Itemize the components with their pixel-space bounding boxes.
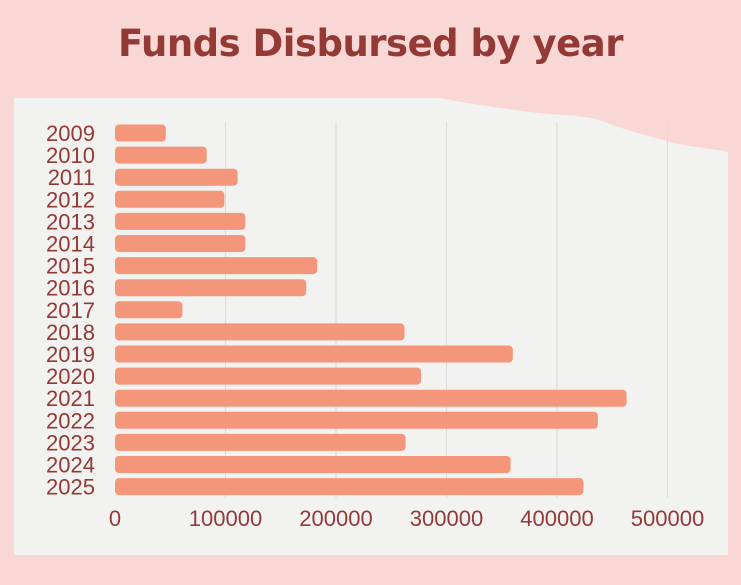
y-tick-label: 2013 xyxy=(46,209,95,234)
chart-title: Funds Disbursed by year xyxy=(118,22,623,65)
x-tick-label: 400000 xyxy=(520,506,593,531)
y-tick-label: 2021 xyxy=(46,386,95,411)
bar-2020 xyxy=(115,367,422,385)
y-tick-label: 2016 xyxy=(46,276,95,301)
bar-2025 xyxy=(115,478,584,496)
y-tick-label: 2023 xyxy=(46,430,95,455)
y-tick-label: 2018 xyxy=(46,320,95,345)
y-tick-label: 2010 xyxy=(46,143,95,168)
bar-2019 xyxy=(115,345,513,363)
x-tick-label: 200000 xyxy=(299,506,372,531)
x-tick-label: 300000 xyxy=(410,506,483,531)
bar-2022 xyxy=(115,411,598,429)
bar-2023 xyxy=(115,433,406,451)
bar-2013 xyxy=(115,212,246,230)
x-tick-label: 0 xyxy=(109,506,121,531)
y-axis-labels: 2009201020112012201320142015201620172018… xyxy=(46,121,95,500)
y-tick-label: 2011 xyxy=(48,165,95,190)
x-axis-labels: 0 100000 200000 300000 400000 500000 xyxy=(109,506,704,531)
y-tick-label: 2014 xyxy=(46,232,95,257)
y-tick-label: 2009 xyxy=(46,121,95,146)
bar-2017 xyxy=(115,301,183,319)
bar-2021 xyxy=(115,389,627,407)
y-tick-label: 2017 xyxy=(46,298,95,323)
bar-2015 xyxy=(115,257,318,275)
x-tick-label: 500000 xyxy=(631,506,704,531)
y-tick-label: 2019 xyxy=(46,342,95,367)
bar-2024 xyxy=(115,456,511,473)
y-tick-label: 2012 xyxy=(46,187,95,212)
y-tick-label: 2020 xyxy=(46,364,95,389)
bar-2012 xyxy=(115,190,225,208)
y-tick-label: 2024 xyxy=(46,453,95,478)
y-tick-label: 2015 xyxy=(46,254,95,279)
bar-2010 xyxy=(115,146,207,164)
bar-2009 xyxy=(115,124,166,142)
bar-2018 xyxy=(115,323,405,341)
y-tick-label: 2025 xyxy=(46,475,95,500)
bars xyxy=(115,124,627,496)
y-tick-label: 2022 xyxy=(46,408,95,433)
bar-2016 xyxy=(115,279,307,297)
x-tick-label: 100000 xyxy=(189,506,262,531)
bar-2011 xyxy=(115,168,238,186)
bar-2014 xyxy=(115,235,246,252)
